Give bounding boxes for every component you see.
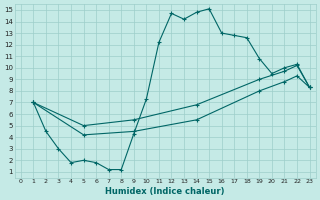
X-axis label: Humidex (Indice chaleur): Humidex (Indice chaleur) xyxy=(106,187,225,196)
